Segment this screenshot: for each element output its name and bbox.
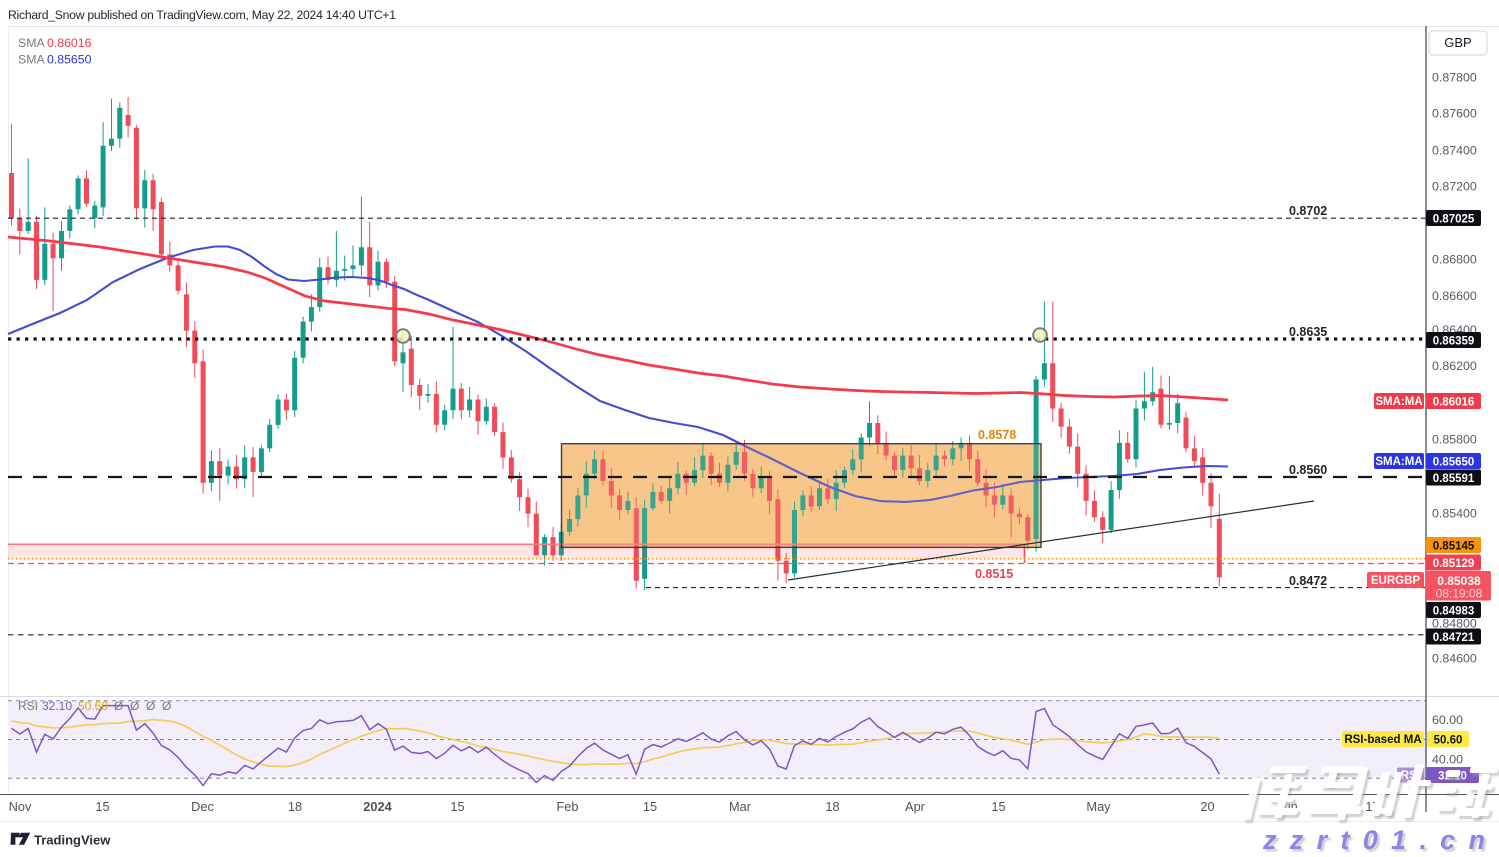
svg-text:GBP: GBP (1444, 35, 1471, 50)
svg-text:0.8578: 0.8578 (978, 428, 1016, 442)
svg-text:18: 18 (825, 799, 839, 814)
svg-text:0.8515: 0.8515 (975, 567, 1013, 581)
svg-text:0.87200: 0.87200 (1432, 180, 1477, 194)
svg-text:0.85650: 0.85650 (47, 53, 92, 67)
svg-text:0.85400: 0.85400 (1432, 507, 1477, 521)
svg-text:Ø: Ø (162, 699, 171, 713)
svg-text:0.8560: 0.8560 (1289, 463, 1327, 477)
svg-text:0.86016: 0.86016 (47, 36, 92, 50)
svg-text:0.85145: 0.85145 (1433, 540, 1475, 552)
svg-text:SMA:MA: SMA:MA (1375, 456, 1422, 468)
svg-text:0.87600: 0.87600 (1432, 107, 1477, 121)
svg-text:Feb: Feb (556, 799, 578, 814)
svg-text:0.84983: 0.84983 (1433, 605, 1475, 617)
svg-text:20: 20 (1200, 799, 1214, 814)
svg-text:0.85591: 0.85591 (1433, 473, 1475, 485)
svg-text:Apr: Apr (905, 799, 926, 814)
svg-text:15: 15 (991, 799, 1005, 814)
svg-text:0.86359: 0.86359 (1433, 335, 1475, 347)
svg-text:Ø: Ø (130, 699, 139, 713)
svg-text:08:19:08: 08:19:08 (1436, 587, 1483, 601)
svg-text:0.84721: 0.84721 (1433, 632, 1475, 644)
svg-text:0.87400: 0.87400 (1432, 143, 1477, 157)
svg-text:0.85129: 0.85129 (1433, 558, 1475, 570)
svg-text:2024: 2024 (363, 799, 392, 814)
svg-text:15: 15 (450, 799, 464, 814)
svg-text:15: 15 (643, 799, 657, 814)
svg-text:Dec: Dec (191, 799, 214, 814)
svg-text:RSI-based MA: RSI-based MA (1344, 734, 1421, 746)
svg-text:Mar: Mar (729, 799, 752, 814)
svg-text:0.86800: 0.86800 (1432, 252, 1477, 266)
svg-text:Nov: Nov (9, 799, 32, 814)
svg-text:SMA:MA: SMA:MA (1375, 396, 1422, 408)
svg-text:0.84800: 0.84800 (1432, 616, 1477, 630)
svg-text:Richard_Snow published on Trad: Richard_Snow published on TradingView.co… (8, 8, 396, 22)
svg-text:0.85800: 0.85800 (1432, 432, 1477, 446)
svg-text:40.00: 40.00 (1432, 752, 1463, 766)
svg-text:0.86016: 0.86016 (1433, 396, 1475, 408)
svg-text:0.85038: 0.85038 (1437, 574, 1481, 588)
svg-text:Ø: Ø (114, 699, 123, 713)
svg-text:SMA: SMA (18, 36, 45, 50)
svg-text:0.87025: 0.87025 (1433, 213, 1475, 225)
svg-text:0.8635: 0.8635 (1289, 325, 1327, 339)
svg-text:0.87800: 0.87800 (1432, 70, 1477, 84)
svg-text:32.10: 32.10 (42, 699, 72, 713)
svg-text:May: May (1086, 799, 1111, 814)
svg-text:0.86600: 0.86600 (1432, 289, 1477, 303)
svg-text:0.86200: 0.86200 (1432, 359, 1477, 373)
svg-text:60.00: 60.00 (1432, 713, 1463, 727)
svg-text:z z r t 0 1 . c n: z z r t 0 1 . c n (1265, 828, 1488, 857)
svg-text:15: 15 (95, 799, 109, 814)
svg-text:0.84600: 0.84600 (1432, 651, 1477, 665)
svg-text:TradingView: TradingView (34, 833, 111, 848)
svg-text:SMA: SMA (18, 53, 45, 67)
svg-text:RSI: RSI (18, 699, 38, 713)
svg-text:0.8472: 0.8472 (1289, 574, 1327, 588)
svg-text:18: 18 (288, 799, 302, 814)
svg-text:0.85650: 0.85650 (1433, 456, 1475, 468)
svg-text:z z r t 0 1 . c n: z z r t 0 1 . c n (1262, 825, 1485, 855)
svg-text:Ø: Ø (146, 699, 155, 713)
svg-text:EURGBP: EURGBP (1371, 575, 1421, 587)
svg-text:50.60: 50.60 (78, 699, 108, 713)
svg-text:50.60: 50.60 (1434, 734, 1463, 746)
svg-text:0.8702: 0.8702 (1289, 204, 1327, 218)
